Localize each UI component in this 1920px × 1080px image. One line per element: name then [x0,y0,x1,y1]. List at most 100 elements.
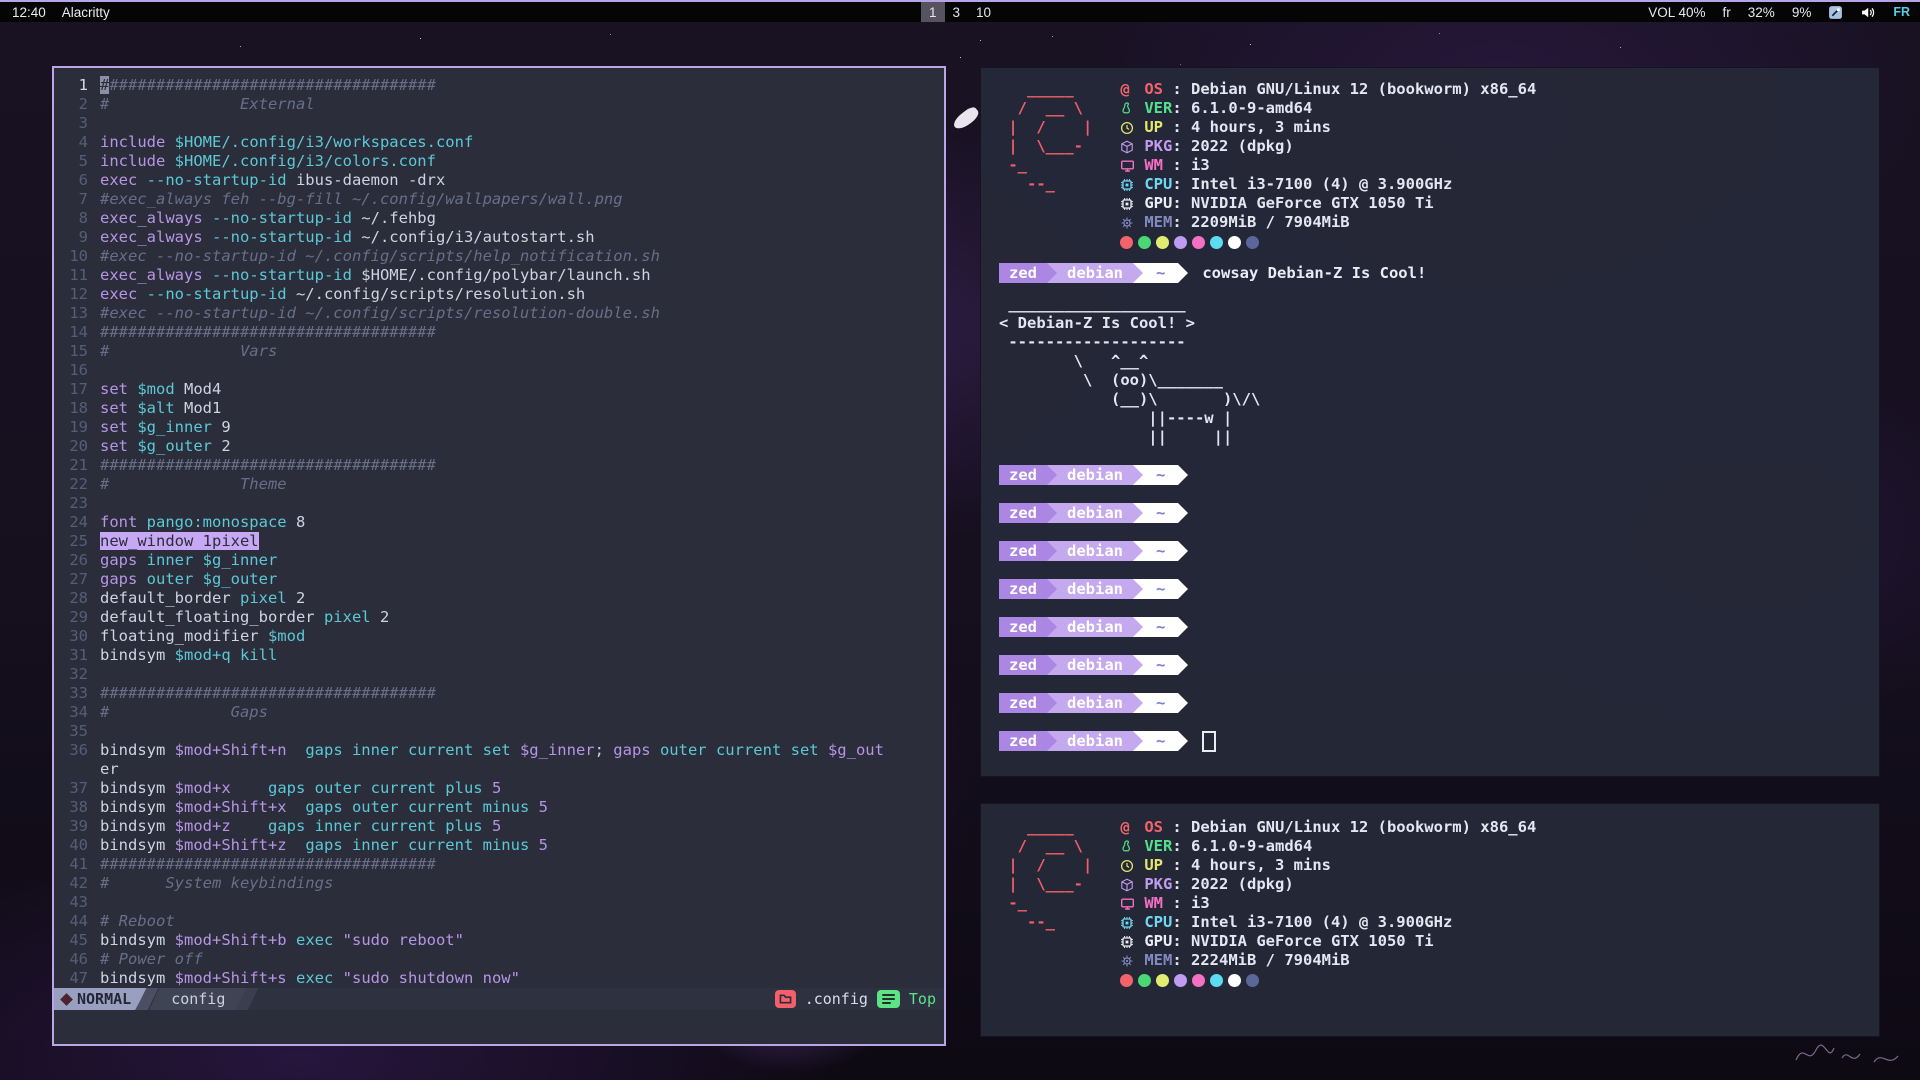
editor-line: 29 default_floating_border pixel 2 [60,608,944,627]
workspace-switcher: 1 3 10 [920,2,999,22]
speaker-icon[interactable] [1860,5,1876,20]
chip-icon [1120,197,1144,211]
editor-line: 20 set $g_outer 2 [60,437,944,456]
line-number: 42 [69,874,88,892]
editor-line: 14 #################################### [60,323,944,342]
powerline-arrow-icon [1133,655,1143,675]
fetch-row-os: @ OS : Debian GNU/Linux 12 (bookworm) x86… [1120,80,1537,98]
fetch-label: VER [1144,837,1173,855]
fetch-value: Intel i3-7100 (4) @ 3.900GHz [1191,175,1453,193]
powerline-arrow-icon [1047,731,1057,751]
editor-line: 10 #exec --no-startup-id ~/.config/script… [60,247,944,266]
editor-line: 1 #################################### [60,76,944,95]
tux-icon [1120,839,1144,854]
line-number: 30 [69,627,88,645]
workspace-button-3[interactable]: 3 [952,4,960,20]
editor-line: 18 set $alt Mod1 [60,399,944,418]
palette-dot [1210,236,1224,249]
line-number: 38 [69,798,88,816]
fetch-label: WM [1144,156,1163,174]
memory-icon [1120,954,1144,968]
vim-icon [60,993,73,1006]
clock-icon [1120,859,1144,873]
prompt-host-segment: debian [1057,731,1133,751]
terminal-window-bottom[interactable]: _____ / __ \ | / | | \___- -_ --_ @ OS : … [980,803,1880,1037]
prompt-path-segment: ~ [1143,617,1179,637]
palette-dot [1192,974,1206,987]
line-number: 46 [69,950,88,968]
powerline-arrow-icon [1047,655,1057,675]
terminal-window-top[interactable]: _____ / __ \ | / | | \___- -_ --_ @ OS : … [980,67,1880,777]
terminal-color-palette [1120,236,1536,249]
editor-window[interactable]: 1 #################################### 2 # … [52,66,946,1046]
vim-mode-segment: NORMAL [54,988,147,1010]
powerline-arrow-icon [1133,503,1143,523]
fetch-value: NVIDIA GeForce GTX 1050 Ti [1191,932,1434,950]
editor-line: 16 [60,361,944,380]
filename-segment: config [149,988,247,1010]
fetch-value: 6.1.0-9-amd64 [1191,837,1313,855]
editor-line: 6 exec --no-startup-id ibus-daemon -drx [60,171,944,190]
fetch-row-wm: WM : i3 [1120,156,1536,175]
editor-line: 25 new_window 1pixel [60,532,944,551]
language-badge[interactable]: FR [1893,5,1910,19]
fetch-row-up: UP : 4 hours, 3 mins [1120,118,1536,137]
fetch-label: UP [1144,118,1163,136]
powerline-arrow-icon [1178,263,1189,283]
line-number: 10 [69,247,88,265]
line-number: 41 [69,855,88,873]
editor-line: 12 exec --no-startup-id ~/.config/scripts… [60,285,944,304]
prompt-user-segment: zed [999,731,1047,751]
editor-line: 28 default_border pixel 2 [60,589,944,608]
tux-icon [1120,101,1144,116]
fetch-row-gpu: GPU: NVIDIA GeForce GTX 1050 Ti [1120,932,1536,951]
workspace-button-10[interactable]: 10 [976,4,992,20]
powerline-arrow-icon [1047,541,1057,561]
line-number: 37 [69,779,88,797]
editor-line: 19 set $g_inner 9 [60,418,944,437]
line-number [60,760,88,779]
vim-statusline: NORMAL config .config Top [54,988,944,1010]
editor-line: 11 exec_always --no-startup-id $HOME/.con… [60,266,944,285]
prompt-path-segment: ~ [1143,693,1179,713]
prompt-path-segment: ~ [1143,503,1179,523]
editor-line: 17 set $mod Mod4 [60,380,944,399]
swirl-icon: @ [1120,80,1130,98]
chip-icon [1120,916,1144,930]
palette-dot [1228,236,1242,249]
powerline-arrow-icon [1178,617,1189,637]
vim-mode-label: NORMAL [77,989,132,1008]
editor-bottom-padding [54,1010,944,1044]
prompt-host-segment: debian [1057,465,1133,485]
tray-app-icon[interactable] [1828,5,1843,20]
line-number: 25 [69,532,88,550]
fetch-row-pkg: PKG: 2022 (dpkg) [1120,137,1536,156]
prompt-path-segment: ~ [1143,579,1179,599]
shell-prompt: zed debian ~ [999,541,1879,561]
editor-line: 15 # Vars [60,342,944,361]
powerline-arrow-icon [1047,465,1057,485]
prompt-user-segment: zed [999,503,1047,523]
editor-line: 5 include $HOME/.config/i3/colors.conf [60,152,944,171]
prompt-host-segment: debian [1057,655,1133,675]
terminal-cursor [1202,730,1217,752]
line-number: 26 [69,551,88,569]
palette-dot [1228,974,1242,987]
prompt-path-segment: ~ [1143,655,1179,675]
cowsay-output: ___________________ < Debian-Z Is Cool! … [999,295,1261,446]
line-number: 34 [69,703,88,721]
editor-line: 38 bindsym $mod+Shift+x gaps outer curren… [60,798,944,817]
prompt-path-segment: ~ [1143,465,1179,485]
swirl-icon: @ [1120,818,1130,836]
editor-line: 7 #exec_always feh --bg-fill ~/.config/wa… [60,190,944,209]
line-number: 24 [69,513,88,531]
workspace-button-1[interactable]: 1 [920,2,945,22]
line-number: 12 [69,285,88,303]
package-icon [1120,140,1144,154]
prompt-host-segment: debian [1057,263,1133,283]
line-number: 4 [78,133,88,151]
editor-buffer[interactable]: 1 #################################### 2 # … [54,68,944,988]
wallpaper-petal [950,104,982,133]
powerline-arrow-icon [1133,617,1143,637]
fetch-row-cpu: CPU: Intel i3-7100 (4) @ 3.900GHz [1120,175,1536,194]
